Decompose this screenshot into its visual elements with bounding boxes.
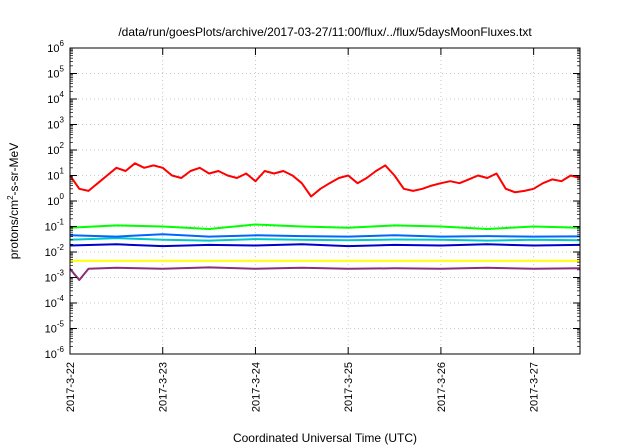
series-line-4 <box>69 233 581 238</box>
y-tick-label: 100 <box>47 192 64 208</box>
x-tick-label: 2017-3-23 <box>158 362 170 412</box>
y-tick-label: 10-1 <box>45 218 65 234</box>
x-tick-label: 2017-3-24 <box>250 362 262 412</box>
y-axis-label-pre: protons/cm <box>7 200 21 259</box>
ticks <box>69 47 580 355</box>
x-tick-label: 2017-3-27 <box>529 362 541 412</box>
series-line-2 <box>69 223 581 230</box>
x-tick-label: 2017-3-22 <box>65 362 77 412</box>
y-tick-label: 103 <box>47 116 64 132</box>
x-tick-label: 2017-3-25 <box>343 362 355 412</box>
y-tick-label: 106 <box>47 39 64 55</box>
series-line-1 <box>69 162 581 198</box>
chart-title: /data/run/goesPlots/archive/2017-03-27/1… <box>118 25 532 39</box>
y-tick-label: 10-4 <box>45 294 65 310</box>
y-tick-label: 10-3 <box>45 269 65 285</box>
y-tick-labels: 10-6 10-5 10-4 10-3 10-2 10-1 100 101 102 103 104 1… <box>45 39 65 361</box>
y-axis-label-sup: 2 <box>6 195 15 200</box>
series-line-3 <box>69 237 581 242</box>
y-axis-label-post: -s-sr-MeV <box>7 143 21 196</box>
x-axis-label: Coordinated Universal Time (UTC) <box>233 431 417 445</box>
y-tick-label: 10-6 <box>45 345 65 361</box>
y-tick-label: 102 <box>47 141 64 157</box>
x-tick-labels: 2017-3-22 2017-3-23 2017-3-24 2017-3-25 2017… <box>65 362 541 412</box>
series-group <box>69 162 581 281</box>
series-line-5 <box>69 243 581 248</box>
y-tick-label: 105 <box>47 65 64 81</box>
grid <box>69 47 580 355</box>
y-tick-label: 10-2 <box>45 243 65 259</box>
series-line-7 <box>69 266 581 281</box>
y-tick-label: 101 <box>47 167 64 183</box>
y-axis-label: protons/cm2-s-sr-MeV <box>6 143 21 259</box>
y-tick-label: 104 <box>47 90 64 106</box>
y-tick-label: 10-5 <box>45 320 65 336</box>
x-tick-label: 2017-3-26 <box>436 362 448 412</box>
